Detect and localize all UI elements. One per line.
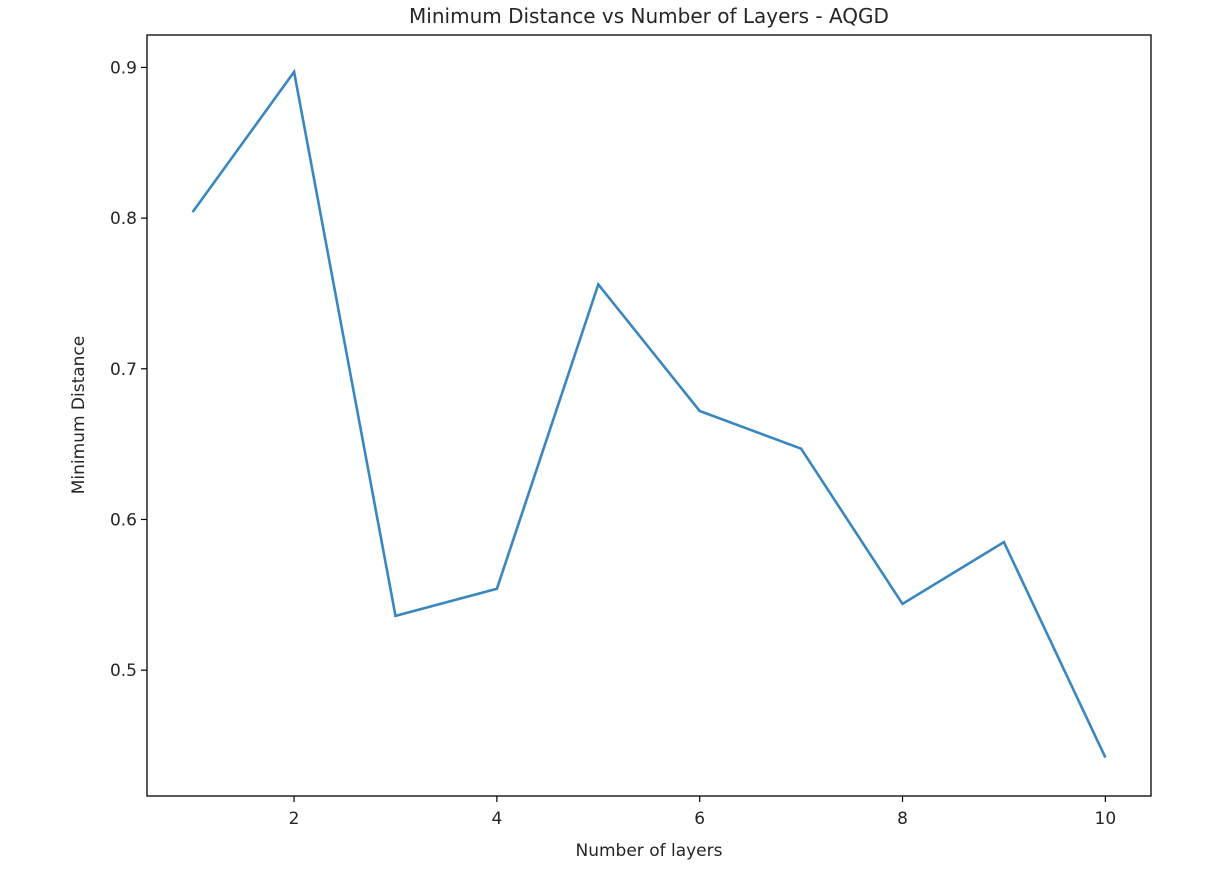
x-tick-label: 6 <box>694 809 705 829</box>
series-line <box>191 68 1107 759</box>
y-tick-label: 0.8 <box>110 209 137 229</box>
x-axis-ticks: 2 4 6 8 10 <box>289 796 1117 829</box>
x-tick-label: 4 <box>491 809 502 829</box>
x-tick-label: 2 <box>289 809 300 829</box>
x-tick-label: 8 <box>897 809 908 829</box>
y-tick-label: 0.9 <box>110 58 137 78</box>
plot-area-frame <box>146 34 1152 797</box>
x-tick-label: 10 <box>1095 809 1117 829</box>
chart-title: Minimum Distance vs Number of Layers - A… <box>409 4 889 28</box>
y-axis-ticks: 0.5 0.6 0.7 0.8 0.9 <box>110 58 147 681</box>
y-tick-label: 0.7 <box>110 360 137 380</box>
x-axis-label: Number of layers <box>576 841 723 861</box>
y-tick-label: 0.6 <box>110 510 137 530</box>
series-layer <box>191 68 1107 759</box>
y-axis-label: Minimum Distance <box>69 336 89 495</box>
y-tick-label: 0.5 <box>110 661 137 681</box>
